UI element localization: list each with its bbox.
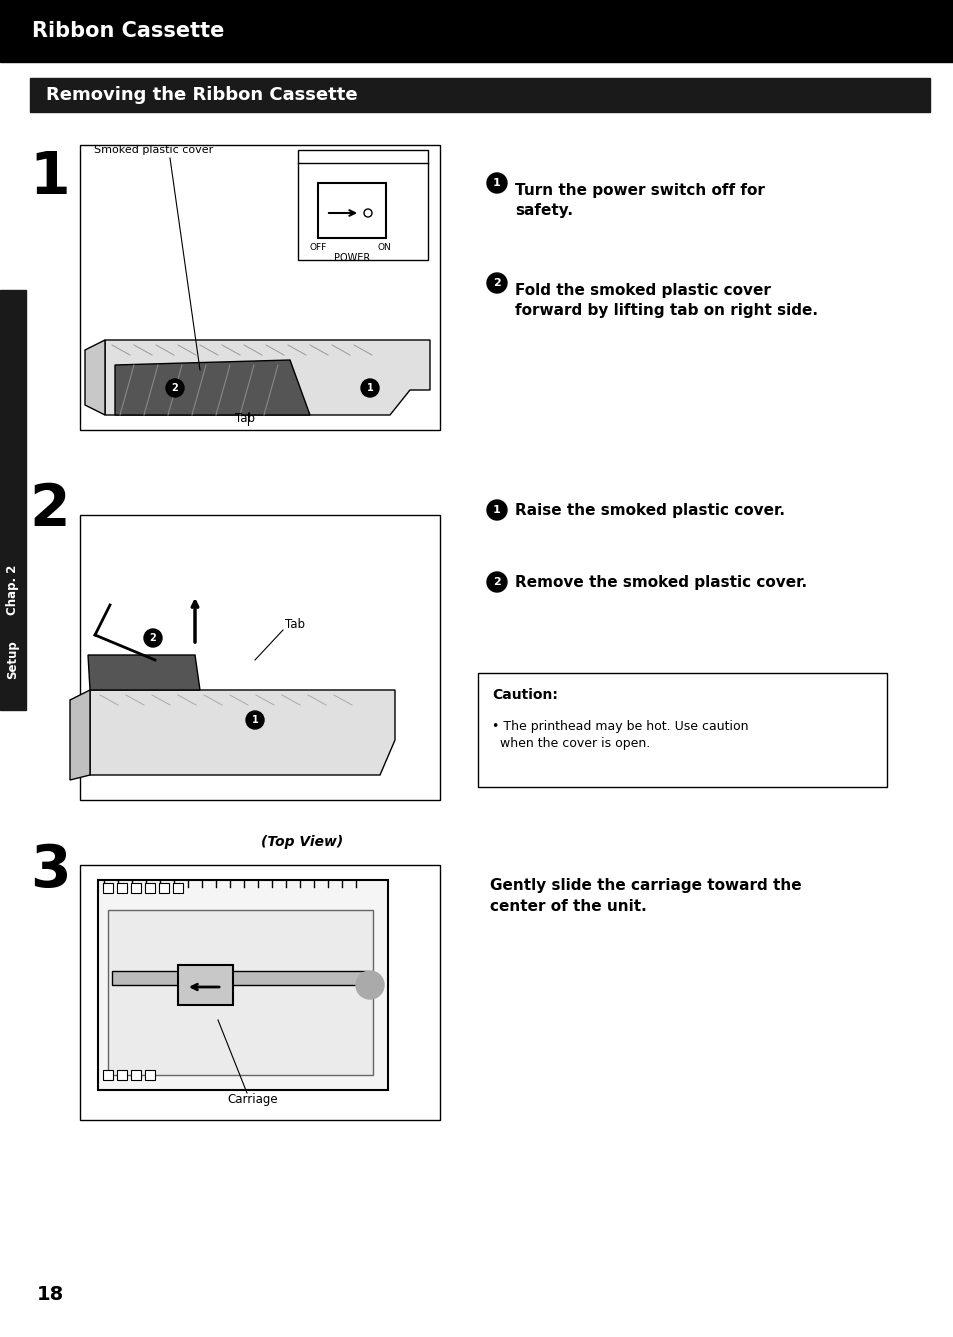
Text: Turn the power switch off for
safety.: Turn the power switch off for safety.	[515, 183, 764, 218]
Bar	[80, 865, 439, 1120]
Bar	[80, 144, 439, 431]
Bar	[108, 910, 373, 1075]
Text: Carriage: Carriage	[228, 1094, 278, 1107]
Text: 2: 2	[150, 632, 156, 643]
Polygon shape	[115, 360, 310, 414]
Text: Fold the smoked plastic cover
forward by lifting tab on right side.: Fold the smoked plastic cover forward by…	[515, 283, 817, 318]
Bar	[317, 183, 386, 238]
Bar	[117, 1070, 127, 1080]
Text: 2: 2	[30, 481, 71, 539]
Circle shape	[486, 172, 506, 193]
Text: Removing the Ribbon Cassette: Removing the Ribbon Cassette	[46, 86, 357, 104]
Bar	[0, 290, 26, 710]
Bar	[0, 0, 953, 62]
Bar	[117, 882, 127, 893]
Text: POWER: POWER	[334, 253, 370, 263]
Text: Chap. 2: Chap. 2	[7, 564, 19, 615]
Bar	[172, 882, 183, 893]
Text: • The printhead may be hot. Use caution
  when the cover is open.: • The printhead may be hot. Use caution …	[492, 721, 748, 750]
Text: 18: 18	[36, 1285, 64, 1305]
Circle shape	[486, 273, 506, 293]
Circle shape	[355, 971, 384, 999]
Circle shape	[166, 378, 184, 397]
Text: Tab: Tab	[234, 412, 254, 425]
Bar	[297, 150, 428, 259]
Circle shape	[246, 711, 264, 729]
Text: ON: ON	[377, 242, 392, 251]
FancyBboxPatch shape	[477, 673, 886, 787]
Bar	[145, 882, 154, 893]
Polygon shape	[70, 690, 90, 779]
Text: 1: 1	[493, 505, 500, 515]
Circle shape	[360, 378, 378, 397]
Text: 1: 1	[30, 150, 71, 206]
Bar	[131, 1070, 141, 1080]
Text: 2: 2	[172, 382, 178, 393]
Bar	[159, 882, 169, 893]
Text: 2: 2	[493, 278, 500, 287]
Polygon shape	[90, 690, 395, 775]
Text: 3: 3	[30, 841, 71, 898]
Bar	[30, 78, 929, 112]
Text: Raise the smoked plastic cover.: Raise the smoked plastic cover.	[515, 503, 784, 517]
Text: 1: 1	[493, 178, 500, 189]
Text: Smoked plastic cover: Smoked plastic cover	[94, 144, 213, 155]
Text: Remove the smoked plastic cover.: Remove the smoked plastic cover.	[515, 575, 806, 590]
Bar	[131, 882, 141, 893]
Bar	[98, 880, 388, 1090]
Text: Ribbon Cassette: Ribbon Cassette	[32, 21, 224, 41]
Circle shape	[486, 500, 506, 520]
Text: (Top View): (Top View)	[260, 836, 343, 849]
Polygon shape	[85, 340, 105, 414]
Bar	[112, 971, 367, 985]
Bar	[145, 1070, 154, 1080]
Text: 1: 1	[252, 715, 258, 725]
Circle shape	[144, 628, 162, 647]
Polygon shape	[88, 655, 200, 690]
Bar	[103, 882, 112, 893]
Text: Setup: Setup	[7, 640, 19, 679]
Text: 1: 1	[366, 382, 373, 393]
Polygon shape	[105, 340, 430, 414]
Circle shape	[486, 572, 506, 592]
Text: Tab: Tab	[285, 619, 305, 631]
Bar	[80, 515, 439, 800]
Text: 2: 2	[493, 578, 500, 587]
Text: Gently slide the carriage toward the
center of the unit.: Gently slide the carriage toward the cen…	[490, 878, 801, 915]
Text: OFF: OFF	[310, 242, 327, 251]
Text: Caution:: Caution:	[492, 689, 558, 702]
Bar	[103, 1070, 112, 1080]
Bar	[178, 965, 233, 1005]
